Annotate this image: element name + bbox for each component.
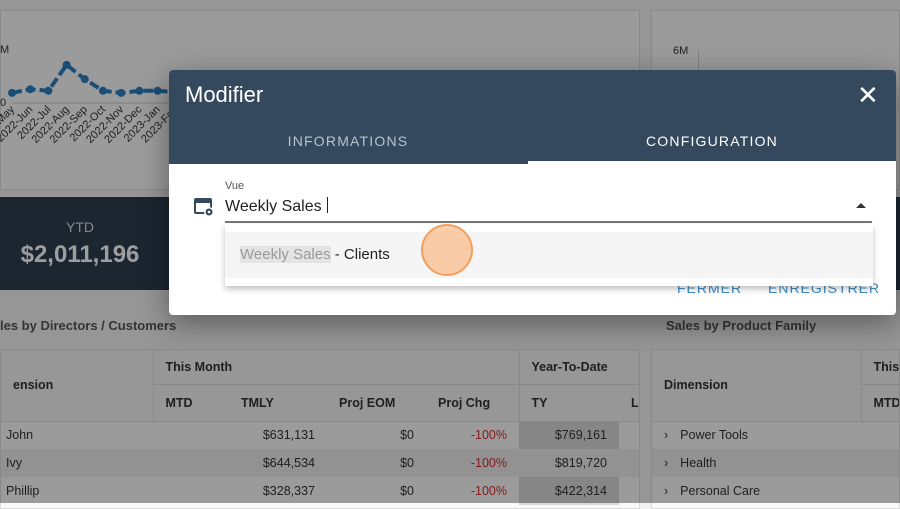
view-select-value: Weekly Sales (225, 198, 322, 215)
col-mtd[interactable]: MTD (153, 384, 229, 422)
row-name: Ivy (1, 449, 153, 477)
proj-eom: $0 (400, 484, 414, 498)
directors-table: ension This Month Year-To-Date MTD TMLY … (0, 349, 640, 509)
col-ty[interactable]: TY (519, 384, 619, 422)
row-name: Power Tools (680, 428, 749, 443)
chevron-right-icon[interactable]: › (664, 428, 669, 443)
y-tick: M (0, 44, 10, 56)
data-point[interactable] (135, 86, 144, 95)
data-point[interactable] (62, 60, 71, 69)
group-this: This (861, 350, 899, 385)
proj-chg: -100% (426, 449, 519, 477)
tmly: $328,337 (262, 484, 315, 498)
y-tick: 0 (0, 97, 7, 109)
close-icon[interactable]: ✕ (857, 80, 879, 110)
table-row[interactable]: › Personal Care (652, 477, 899, 505)
col-proj-chg[interactable]: Proj Chg (426, 384, 520, 422)
col-tmly[interactable]: TMLY (229, 384, 327, 422)
kpi-label: YTD (66, 219, 94, 235)
table-row[interactable]: Ivy $644,534 $0 -100% $819,720 (1, 449, 639, 477)
proj-eom: $0 (327, 449, 426, 477)
data-point[interactable] (153, 86, 162, 95)
autocomplete-dropdown: Weekly Sales - Clients (225, 224, 873, 286)
row-name: John (6, 428, 34, 443)
dialog-title: Modifier (185, 82, 264, 107)
tab-informations[interactable]: INFORMATIONS (287, 133, 409, 149)
data-point[interactable] (117, 88, 126, 97)
click-indicator (421, 224, 473, 276)
table-row[interactable]: John $631,131 $0 -100% $769,161 (1, 421, 639, 449)
product-table: Dimension This MTD › Power Tools › Health … (651, 349, 900, 509)
option-rest: - Clients (330, 246, 390, 263)
field-label: Vue (225, 180, 245, 192)
tmly: $644,534 (229, 449, 327, 477)
col-dimension[interactable]: ension (1, 350, 154, 422)
data-point[interactable] (99, 86, 107, 95)
proj-chg: -100% (470, 484, 507, 498)
data-point[interactable] (8, 88, 16, 97)
dropdown-option[interactable]: Weekly Sales - Clients (225, 232, 873, 278)
data-point[interactable] (80, 75, 89, 84)
col-mtd[interactable]: MTD (861, 384, 899, 422)
y-tick: 6M (673, 45, 689, 57)
tab-configuration[interactable]: CONFIGURATION (528, 126, 896, 164)
table-row[interactable]: › Health (652, 449, 899, 477)
col-dimension[interactable]: Dimension (652, 350, 862, 422)
data-point[interactable] (44, 86, 53, 95)
tmly: $631,131 (262, 428, 315, 443)
view-select-input[interactable]: Weekly Sales (225, 197, 872, 223)
chevron-right-icon[interactable]: › (664, 484, 669, 498)
table-row[interactable]: Phillip $328,337 $0 -100% $422,314 (1, 477, 639, 505)
data-point[interactable] (26, 85, 35, 94)
row-name: Personal Care (680, 484, 761, 498)
ty: $769,161 (519, 421, 619, 449)
proj-eom: $0 (400, 428, 414, 443)
kpi-value: $2,011,196 (20, 241, 140, 268)
row-name: Health (680, 456, 717, 470)
series-line (11, 61, 176, 95)
group-this-month: This Month (153, 350, 520, 385)
table-row[interactable]: › Power Tools (652, 421, 899, 449)
ty: $819,720 (519, 449, 619, 477)
row-name: Phillip (6, 484, 40, 498)
section-title: Sales by Product Family (666, 318, 817, 333)
caret-up-icon[interactable] (856, 203, 866, 208)
dialog-header: Modifier ✕ INFORMATIONS CONFIGURATION (169, 70, 896, 164)
col-ly[interactable]: L (619, 384, 639, 422)
kpi-ytd: YTD $2,011,196 (0, 197, 160, 290)
chevron-right-icon[interactable]: › (664, 456, 669, 470)
col-proj-eom[interactable]: Proj EOM (327, 384, 426, 422)
section-title: les by Directors / Customers (0, 318, 177, 333)
option-match: Weekly Sales (240, 246, 331, 263)
view-settings-icon (193, 196, 215, 223)
text-cursor (326, 197, 328, 213)
ty: $422,314 (519, 477, 619, 505)
proj-chg: -100% (470, 428, 507, 443)
group-ytd: Year-To-Date (519, 350, 639, 385)
